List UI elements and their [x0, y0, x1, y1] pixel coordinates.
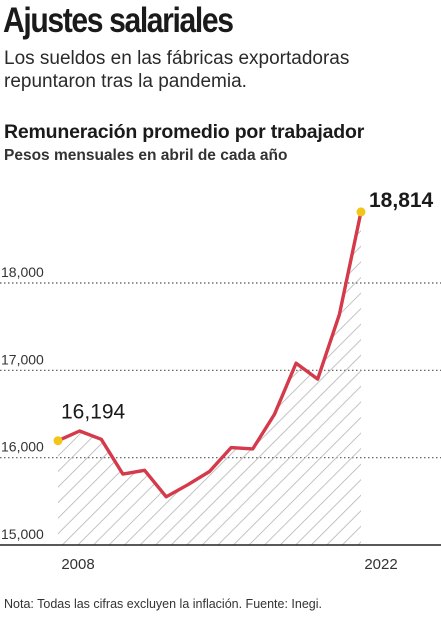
- x-tick-label: 2008: [61, 556, 94, 573]
- start-value-label: 16,194: [61, 401, 126, 424]
- source-note: Nota: Todas las cifras excluyen la infla…: [4, 597, 322, 611]
- grid-lines: [0, 282, 441, 459]
- page-subtitle: Los sueldos en las fábricas exportadoras…: [4, 48, 350, 92]
- y-tick-label: 15,000: [1, 526, 44, 542]
- end-value-label: 18,814: [369, 189, 434, 212]
- y-tick-label: 18,000: [1, 264, 44, 280]
- chart-subtitle: Pesos mensuales en abril de cada año: [4, 147, 288, 164]
- end-point-marker: [356, 207, 366, 217]
- chart-title: Remuneración promedio por trabajador: [4, 121, 365, 143]
- y-tick-label: 16,000: [1, 439, 44, 455]
- series-line: [56, 210, 363, 499]
- x-tick-label: 2022: [364, 556, 397, 573]
- y-tick-label: 17,000: [1, 351, 44, 367]
- start-point-marker: [53, 436, 63, 446]
- page-title: Ajustes salariales: [3, 1, 234, 40]
- area-fill: [58, 211, 361, 545]
